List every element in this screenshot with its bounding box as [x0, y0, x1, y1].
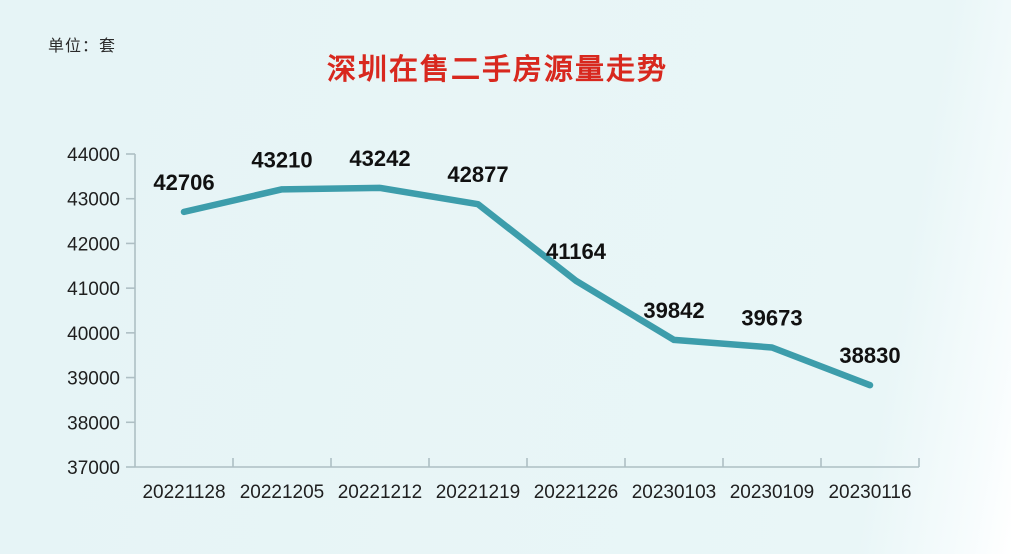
x-tick-label: 20230109: [730, 482, 815, 503]
data-label: 39842: [643, 298, 704, 323]
y-tick-label: 42000: [67, 234, 120, 255]
y-tick-label: 39000: [67, 369, 120, 390]
y-tick-label: 43000: [67, 190, 120, 211]
y-tick-label: 41000: [67, 279, 120, 300]
x-tick-label: 20221212: [338, 482, 423, 503]
y-tick-label: 40000: [67, 324, 120, 345]
y-tick-label: 38000: [67, 413, 120, 434]
y-tick-label: 37000: [67, 458, 120, 479]
x-tick-label: 20221128: [142, 482, 225, 503]
data-label: 42877: [447, 162, 508, 187]
x-tick-label: 20221205: [240, 482, 325, 503]
data-label: 42706: [153, 170, 214, 195]
unit-label: 单位：套: [48, 38, 117, 55]
series-line: [180, 184, 874, 389]
data-label: 39673: [741, 305, 802, 330]
chart-title: 深圳在售二手房源量走势: [326, 54, 668, 86]
data-label: 38830: [839, 343, 900, 368]
data-label: 41164: [546, 239, 607, 264]
x-tick-label: 20221219: [436, 482, 521, 503]
data-label: 43242: [349, 146, 410, 171]
x-tick-label: 20221226: [534, 482, 619, 503]
data-label: 43210: [251, 147, 312, 172]
y-tick-label: 44000: [67, 145, 120, 166]
x-tick-label: 20230103: [632, 482, 717, 503]
x-tick-label: 20230116: [828, 482, 911, 503]
